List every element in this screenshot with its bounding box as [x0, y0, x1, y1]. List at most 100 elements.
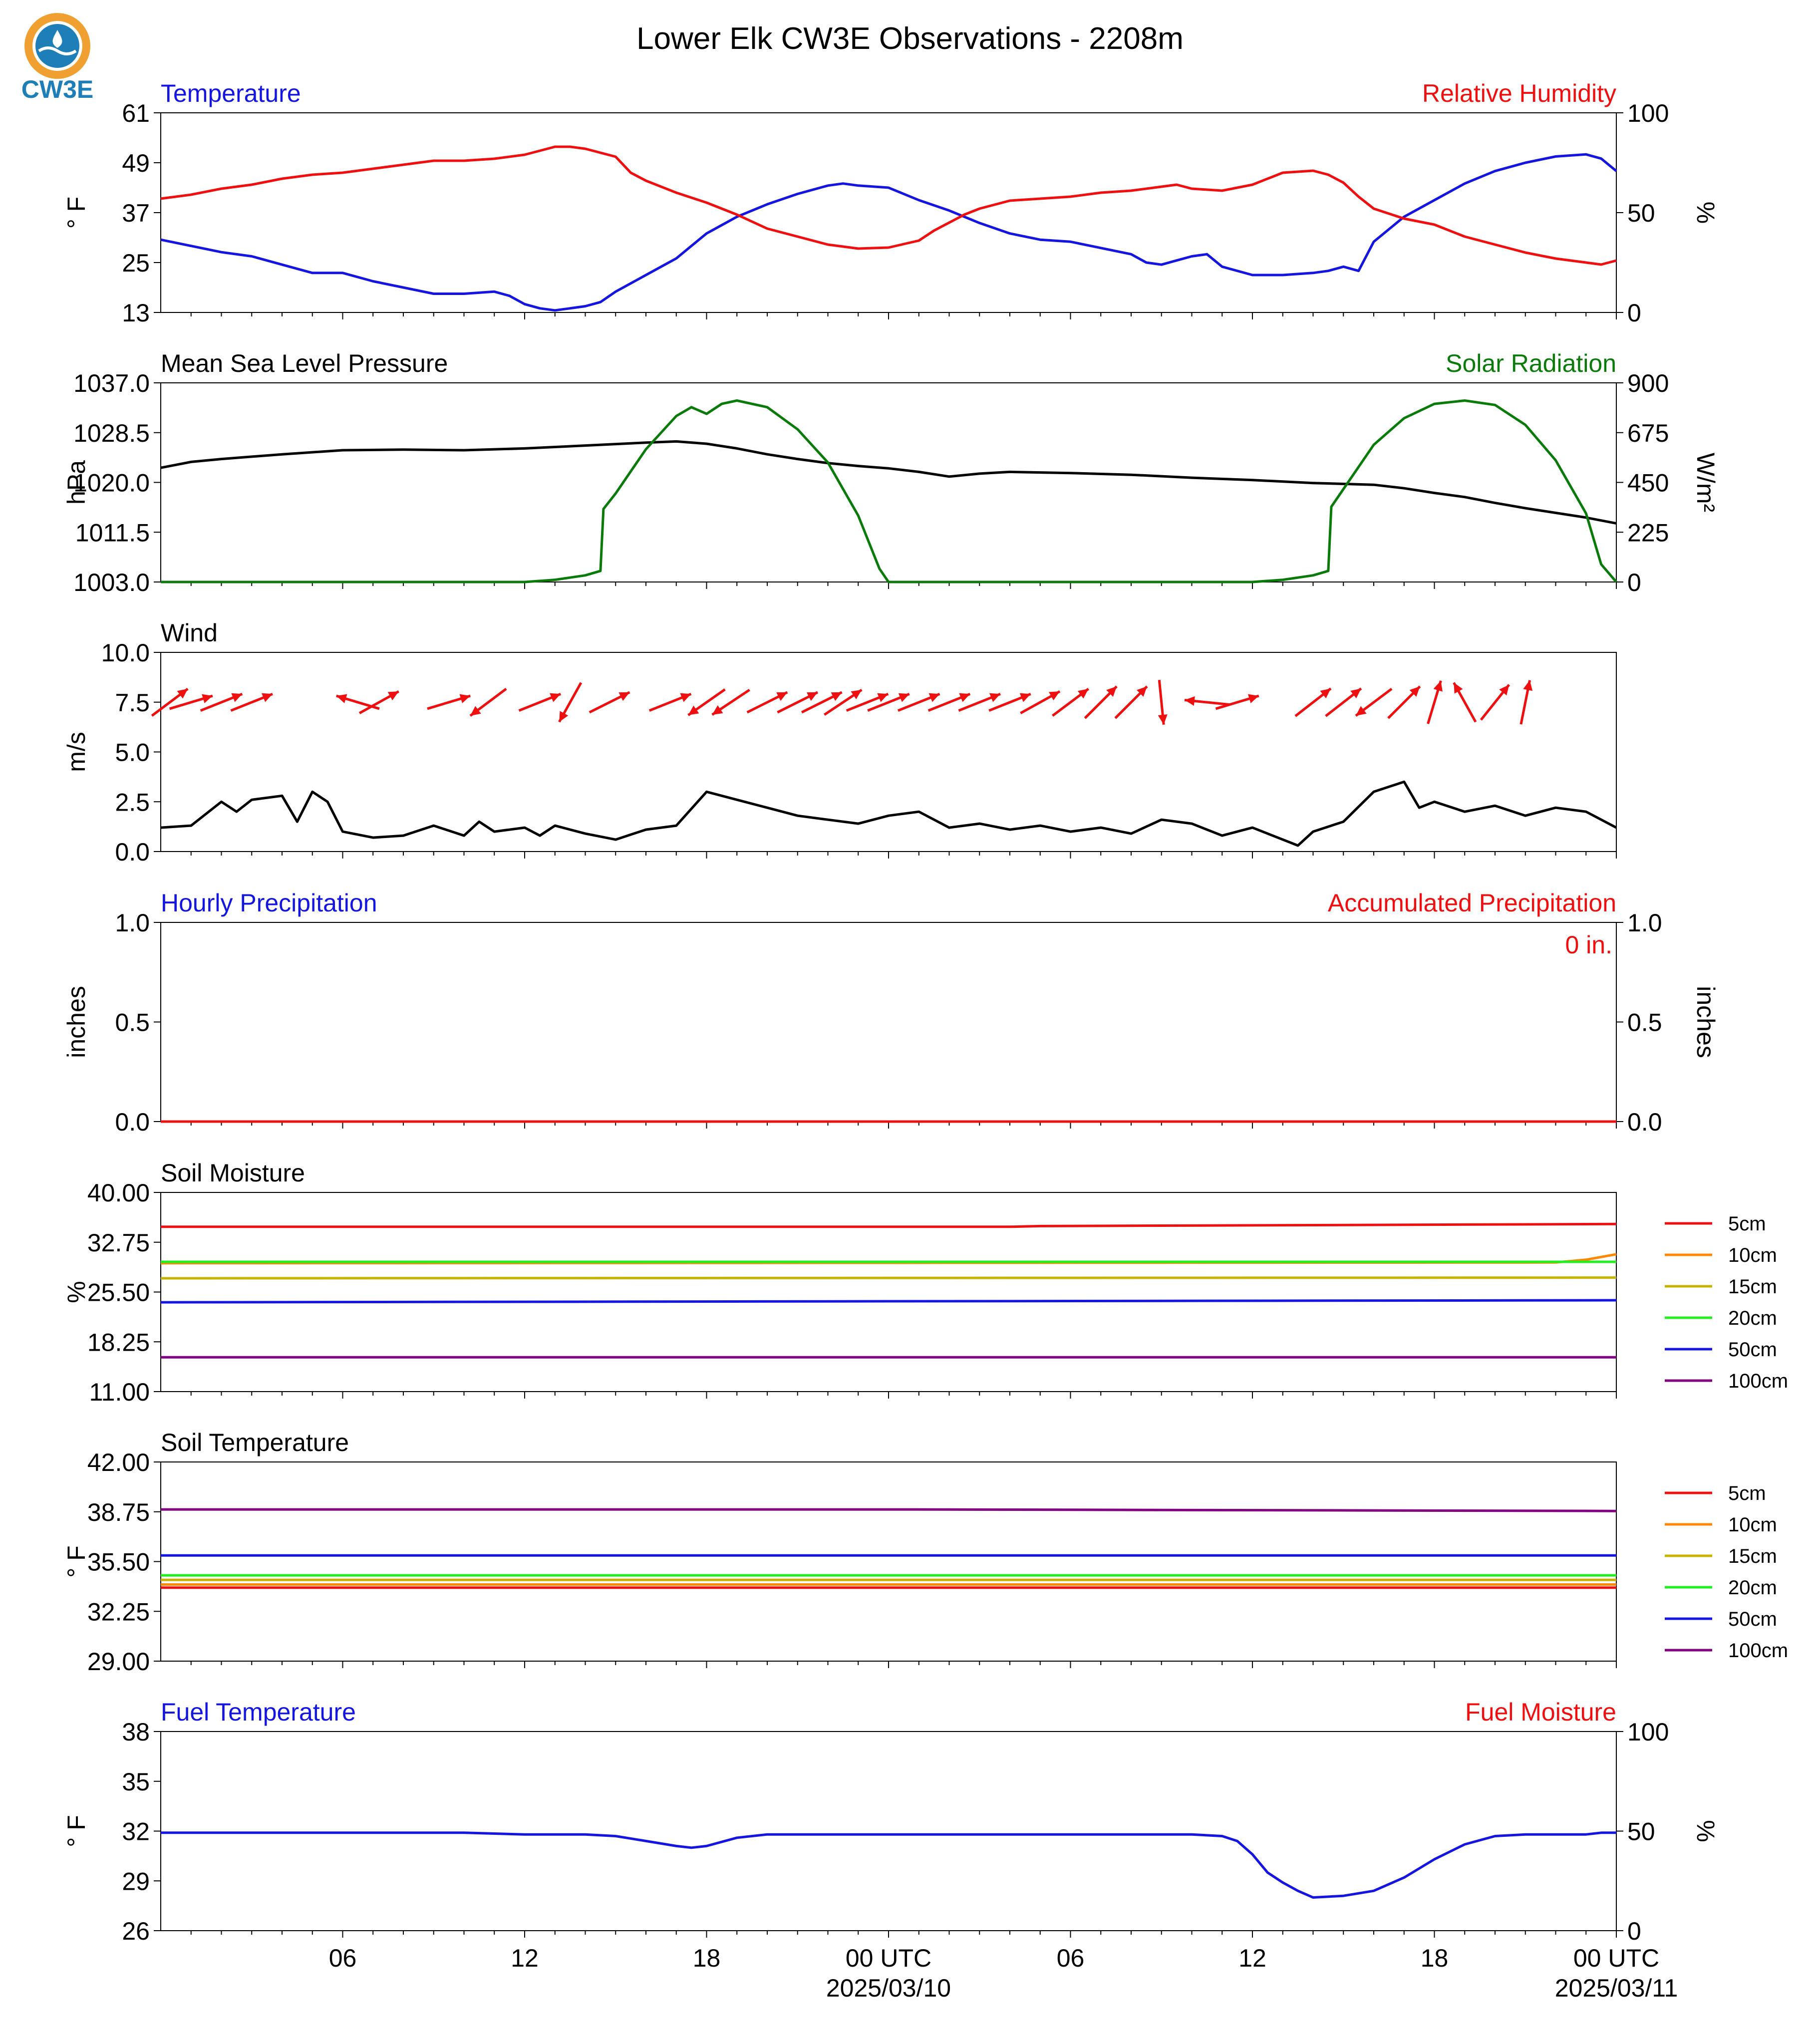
wind-arrow-head	[459, 694, 471, 703]
y-axis-label-right: W/m²	[1692, 453, 1720, 512]
wind-arrow-head	[1185, 696, 1195, 706]
y-tick-label-right: 450	[1627, 469, 1669, 497]
x-tick-label: 06	[1057, 1944, 1085, 1972]
y-tick-label-left: 38.75	[87, 1498, 150, 1526]
y-tick-label-right: 225	[1627, 519, 1669, 547]
figure-title: Lower Elk CW3E Observations - 2208m	[636, 21, 1184, 56]
panel-pressure_solar: Mean Sea Level Pressure Solar Radiation 10…	[62, 349, 1720, 596]
wind-arrow-head	[618, 692, 630, 701]
y-tick-label-left: 0.5	[115, 1009, 150, 1037]
y-tick-label-left: 49	[122, 149, 150, 177]
panel-temp_rh: Temperature Relative Humidity 61 49 37 25 13 ° …	[62, 79, 1720, 327]
y-tick-label-left: 1011.5	[75, 519, 150, 547]
y-tick-label-left: 25	[122, 249, 150, 277]
accumulated-total-label: 0 in.	[1565, 931, 1612, 959]
panel-title-left: Mean Sea Level Pressure	[161, 349, 448, 377]
series-line-soil_moisture-4	[160, 1299, 1617, 1304]
panel-fuel: Fuel Temperature Fuel Moisture 38 35 32 29 26 °…	[62, 1698, 1720, 1945]
legend-label: 100cm	[1728, 1640, 1788, 1662]
wind-arrow-head	[831, 692, 842, 701]
panel-title-right: Fuel Moisture	[1465, 1698, 1616, 1726]
x-tick-label: 12	[511, 1944, 539, 1972]
y-axis-label-left: %	[62, 1281, 90, 1303]
y-axis-label-left: m/s	[62, 732, 90, 772]
y-tick-label-left: 35	[122, 1768, 150, 1796]
panel-title-left: Hourly Precipitation	[161, 889, 377, 917]
wind-arrow-head	[1350, 688, 1361, 699]
y-tick-label-left: 2.5	[115, 788, 150, 816]
y-tick-label-left: 38	[122, 1718, 150, 1746]
legend-label: 15cm	[1728, 1545, 1777, 1567]
wind-arrow-head	[928, 693, 940, 702]
wind-arrow-head	[1433, 680, 1443, 692]
x-tick-label: 12	[1238, 1944, 1266, 1972]
y-tick-label-left: 13	[122, 299, 150, 327]
series-line-temp_rh-1	[160, 145, 1617, 266]
y-axis-label-right: %	[1692, 202, 1720, 224]
legend-label: 20cm	[1728, 1577, 1777, 1599]
wind-arrow-head	[1499, 684, 1510, 696]
panels: Temperature Relative Humidity 61 49 37 25 13 ° …	[62, 79, 1788, 2002]
y-tick-label-left: 1003.0	[73, 569, 150, 596]
legend-label: 20cm	[1728, 1307, 1777, 1329]
wind-arrow-head	[1077, 689, 1089, 699]
wind-arrow-head	[959, 693, 970, 702]
panel-title-left: Temperature	[161, 79, 301, 107]
y-tick-label-right: 0.0	[1627, 1108, 1662, 1136]
plot-frame	[160, 1731, 1617, 1931]
y-tick-label-left: 32	[122, 1818, 150, 1846]
y-tick-label-left: 32.75	[87, 1229, 150, 1257]
wind-arrow-head	[989, 693, 1001, 702]
legend-label: 50cm	[1728, 1339, 1777, 1361]
y-tick-label-left: 0.0	[115, 838, 150, 866]
y-tick-label-left: 1020.0	[73, 469, 150, 497]
wind-arrow-head	[1158, 714, 1168, 725]
y-tick-label-left: 7.5	[115, 689, 150, 717]
y-tick-label-right: 0	[1627, 299, 1641, 327]
y-tick-label-left: 0.0	[115, 1108, 150, 1136]
y-tick-label-left: 26	[122, 1917, 150, 1945]
logo-text: CW3E	[21, 75, 93, 103]
cw3e-logo: CW3E	[21, 13, 93, 103]
y-tick-label-left: 32.25	[87, 1598, 150, 1626]
panel-title-left: Soil Temperature	[161, 1429, 349, 1456]
y-tick-label-right: 1.0	[1627, 909, 1662, 937]
wind-arrow-head	[1248, 694, 1259, 703]
wind-arrow-head	[898, 693, 910, 702]
legend-label: 15cm	[1728, 1276, 1777, 1298]
y-tick-label-right: 0	[1627, 1917, 1641, 1945]
x-tick-label: 18	[1421, 1944, 1449, 1972]
series-line-soil_temp-5	[161, 1508, 1617, 1512]
x-tick-label: 18	[693, 1944, 721, 1972]
wind-arrow-head	[550, 693, 561, 702]
y-tick-label-left: 5.0	[115, 739, 150, 767]
y-axis-label-right: %	[1692, 1820, 1720, 1842]
y-tick-label-left: 11.00	[89, 1378, 150, 1406]
wind-arrow-head	[1106, 686, 1117, 697]
wind-arrow-head	[177, 689, 188, 699]
y-tick-label-left: 37	[122, 199, 150, 227]
wind-arrow-head	[877, 693, 889, 702]
wind-arrow-head	[262, 693, 273, 702]
legend-label: 10cm	[1728, 1514, 1777, 1536]
panel-soil_moisture: Soil Moisture 40.00 32.75 25.50 18.25 11.00% 5…	[62, 1159, 1788, 1406]
plot-frame	[160, 1461, 1617, 1662]
y-axis-label-left: ° F	[62, 1545, 90, 1577]
wind-arrow-head	[387, 691, 399, 701]
plot-frame	[160, 1192, 1617, 1392]
legend-label: 5cm	[1728, 1482, 1766, 1504]
wind-arrow-head	[851, 690, 862, 699]
panel-soil_temp: Soil Temperature 42.00 38.75 35.50 32.25 29.0…	[62, 1429, 1788, 1676]
y-tick-label-right: 50	[1627, 199, 1655, 227]
y-tick-label-right: 0.5	[1627, 1009, 1662, 1037]
panel-title-right: Solar Radiation	[1446, 349, 1616, 377]
y-tick-label-left: 35.50	[87, 1548, 150, 1576]
y-axis-label-left: ° F	[62, 197, 90, 229]
plot-frame	[160, 922, 1617, 1122]
series-line-pressure_solar-0	[160, 440, 1617, 525]
legend-label: 50cm	[1728, 1608, 1777, 1630]
y-tick-label-right: 100	[1627, 99, 1669, 127]
panel-title-left: Wind	[161, 619, 218, 647]
